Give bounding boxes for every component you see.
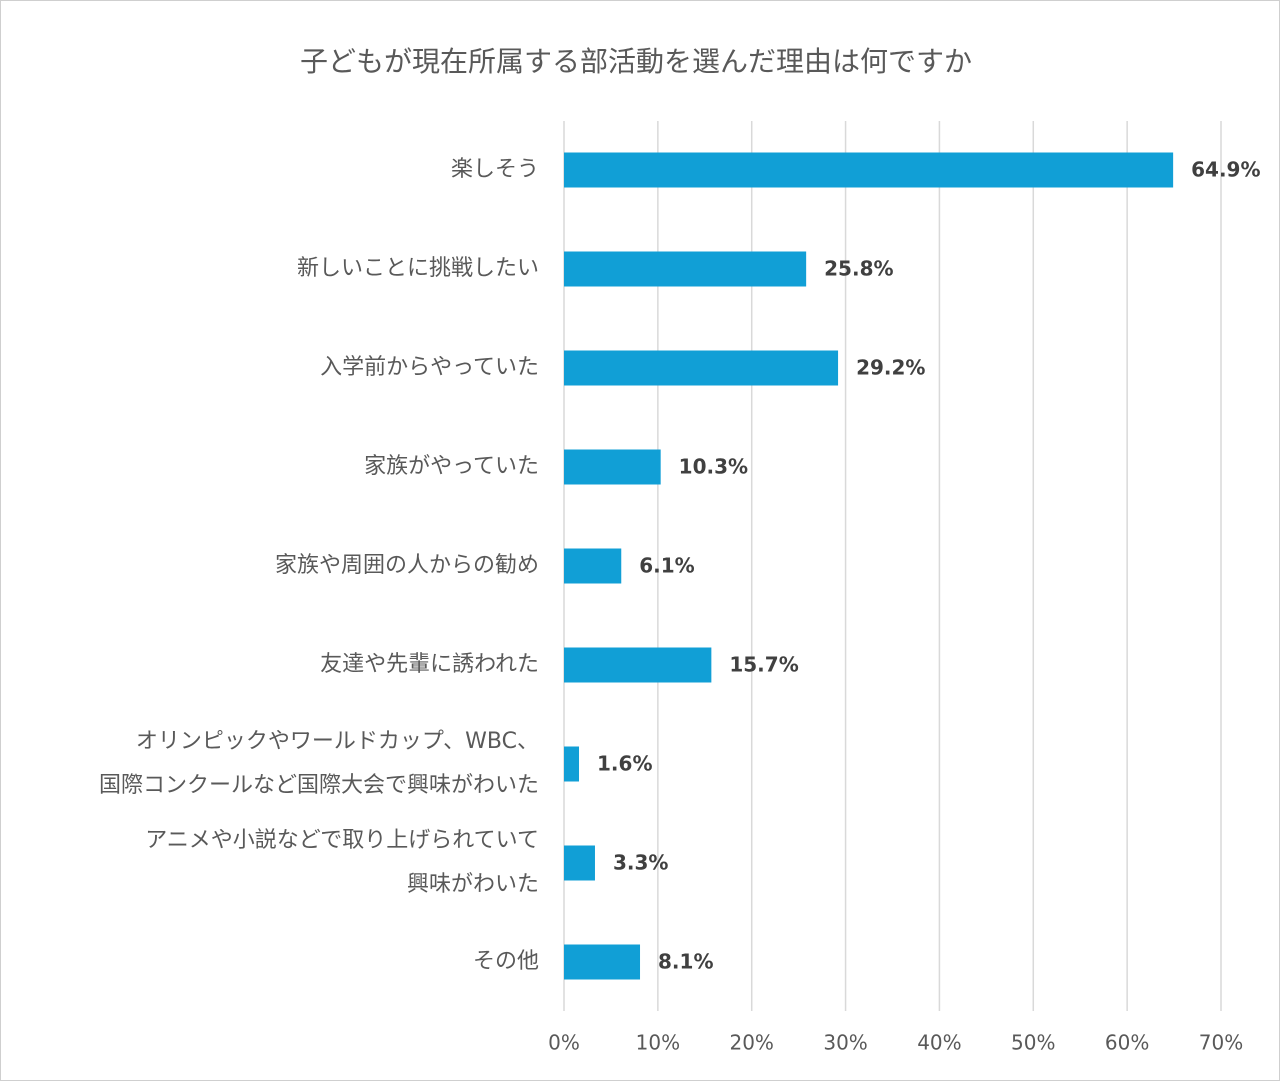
x-tick-label: 50% [1011,1031,1055,1055]
y-tick-label: 家族がやっていた [364,454,539,479]
value-label: 64.9% [1191,158,1260,182]
value-label: 29.2% [856,356,925,380]
y-tick-label: 友達や先輩に誘われた [320,652,539,677]
x-tick-label: 30% [823,1031,867,1055]
y-tick-label: 楽しそう [450,157,539,182]
value-label: 25.8% [824,257,893,281]
y-tick-label: オリンピックやワールドカップ、WBC、 国際コンクールなど国際大会で興味がわいた [98,729,539,798]
x-tick-label: 60% [1105,1031,1149,1055]
x-tick-label: 10% [636,1031,680,1055]
chart-title: 子どもが現在所属する部活動を選んだ理由は何ですか [300,45,972,78]
x-tick-label: 40% [917,1031,961,1055]
y-tick-label: その他 [472,949,539,974]
x-tick-label: 20% [729,1031,773,1055]
y-tick-label: 新しいことに挑戦したい [296,256,539,281]
x-tick-label: 70% [1199,1031,1243,1055]
bar [564,647,712,683]
value-label: 6.1% [639,554,694,578]
value-label: 3.3% [613,851,668,875]
bar [564,251,807,287]
bar [564,449,661,485]
bar [564,944,641,980]
value-label: 1.6% [597,752,652,776]
value-label: 10.3% [679,455,748,479]
bar [564,350,839,386]
y-tick-label: アニメや小説などで取り上げられていて 興味がわいた [145,828,539,897]
value-label: 15.7% [729,653,798,677]
y-tick-label: 家族や周囲の人からの勧め [274,553,539,578]
x-tick-label: 0% [548,1031,580,1055]
bar [564,152,1174,188]
bar [564,746,580,782]
bar [564,845,595,881]
y-tick-label: 入学前からやっていた [320,355,539,380]
value-label: 8.1% [658,950,713,974]
bar [564,548,622,584]
